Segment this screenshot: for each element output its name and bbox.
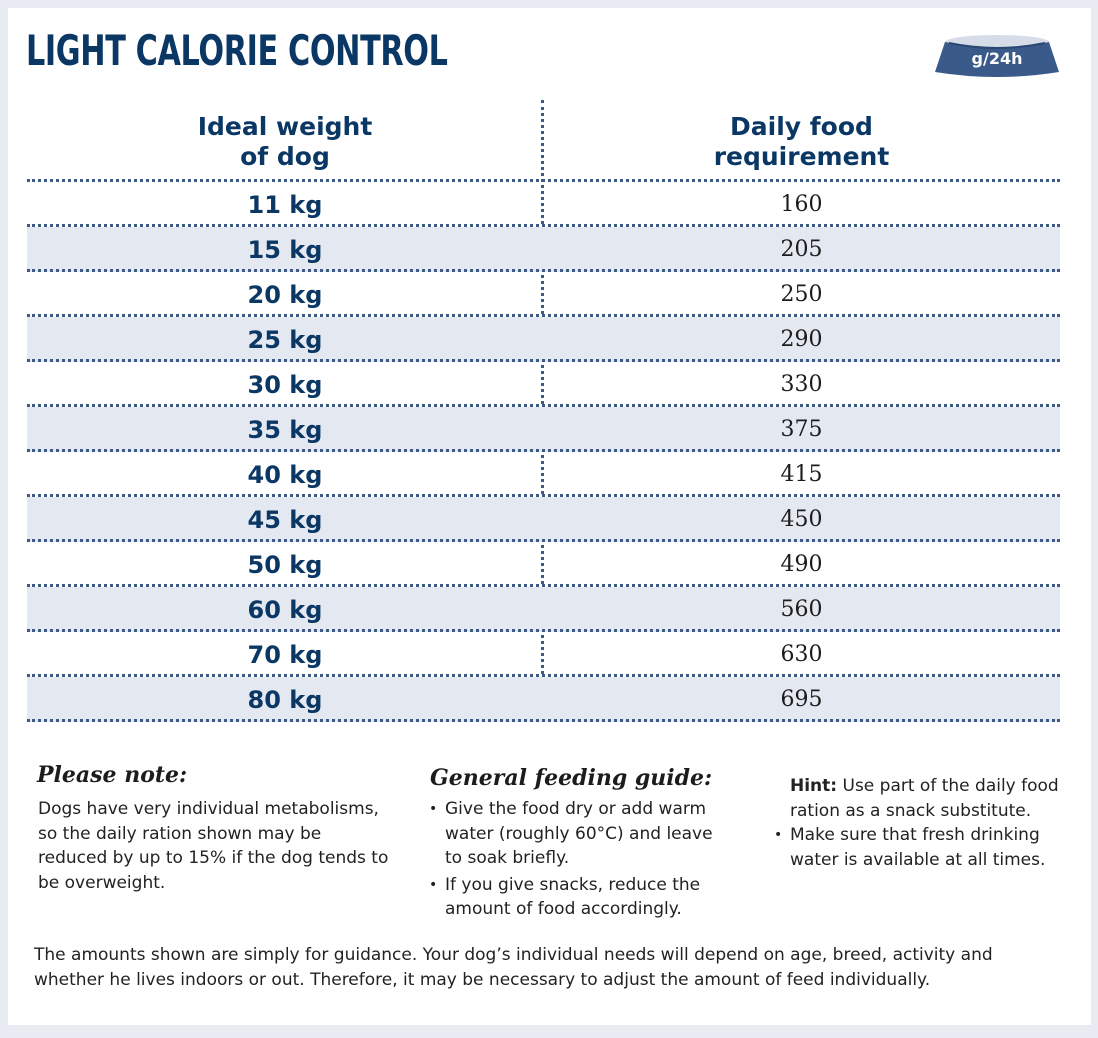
food-cell: 375: [780, 417, 823, 442]
table-row: 20 kg 250: [27, 272, 1060, 317]
weight-cell: 25 kg: [247, 326, 323, 354]
weight-cell: 70 kg: [247, 641, 323, 669]
food-cell: 290: [780, 327, 823, 352]
food-bowl-icon: [935, 35, 1059, 77]
please-note-title: Please note:: [37, 762, 188, 788]
food-cell: 330: [780, 372, 823, 397]
food-cell: 160: [780, 192, 823, 217]
bowl-label: g/24h: [971, 49, 1023, 68]
table-body: 11 kg 160 15 kg 205 20 kg 250 25 kg 290 30 kg 330…: [27, 182, 1060, 722]
weight-cell: 30 kg: [247, 371, 323, 399]
header-weight-line1: Ideal weight: [197, 112, 373, 141]
food-cell: 490: [780, 552, 823, 577]
table-row: 15 kg 205: [27, 227, 1060, 272]
weight-cell: 50 kg: [247, 551, 323, 579]
table-row: 60 kg 560: [27, 587, 1060, 632]
table-row: 80 kg 695: [27, 677, 1060, 722]
header-food: Daily food requirement: [543, 112, 1060, 172]
table-row: 70 kg 630: [27, 632, 1060, 677]
table-row: 50 kg 490: [27, 542, 1060, 587]
header-food-line1: Daily food: [730, 112, 873, 141]
hint-text: Use part of the daily food ration as a s…: [790, 776, 1059, 821]
table-row: 35 kg 375: [27, 407, 1060, 452]
table-row: 30 kg 330: [27, 362, 1060, 407]
hint-label: Hint:: [790, 776, 838, 796]
food-cell: 450: [780, 507, 823, 532]
header-weight-line2: of dog: [240, 142, 330, 171]
weight-cell: 11 kg: [247, 191, 323, 219]
weight-cell: 20 kg: [247, 281, 323, 309]
hint-list: Make sure that fresh drinking water is a…: [774, 823, 1074, 872]
feeding-guide-item: If you give snacks, reduce the amount of…: [429, 873, 719, 922]
food-cell: 250: [780, 282, 823, 307]
header-weight: Ideal weight of dog: [27, 112, 543, 172]
food-cell: 630: [780, 642, 823, 667]
hint-paragraph: Hint: Use part of the daily food ration …: [790, 774, 1075, 823]
page-title: LIGHT CALORIE CONTROL: [26, 26, 448, 75]
weight-cell: 80 kg: [247, 686, 323, 714]
header-food-line2: requirement: [713, 142, 890, 171]
weight-cell: 60 kg: [247, 596, 323, 624]
table-header: Ideal weight of dog Daily food requireme…: [27, 100, 1060, 182]
table-row: 40 kg 415: [27, 452, 1060, 497]
feeding-guide-list: Give the food dry or add warm water (rou…: [429, 797, 719, 922]
feeding-guide-title: General feeding guide:: [430, 765, 713, 791]
hint-item: Make sure that fresh drinking water is a…: [774, 823, 1074, 872]
table-row: 25 kg 290: [27, 317, 1060, 362]
food-cell: 205: [780, 237, 823, 262]
weight-cell: 40 kg: [247, 461, 323, 489]
feeding-guide-item: Give the food dry or add warm water (rou…: [429, 797, 719, 871]
please-note-text: Dogs have very individual metabolisms, s…: [38, 799, 389, 893]
weight-cell: 45 kg: [247, 506, 323, 534]
table-row: 45 kg 450: [27, 497, 1060, 542]
weight-cell: 35 kg: [247, 416, 323, 444]
weight-cell: 15 kg: [247, 236, 323, 264]
feeding-table: Ideal weight of dog Daily food requireme…: [27, 100, 1060, 722]
food-cell: 560: [780, 597, 823, 622]
footer-disclaimer: The amounts shown are simply for guidanc…: [34, 945, 993, 990]
food-cell: 695: [780, 687, 823, 712]
table-row: 11 kg 160: [27, 182, 1060, 227]
food-cell: 415: [780, 462, 823, 487]
hint-block: Hint: Use part of the daily food ration …: [790, 774, 1075, 823]
